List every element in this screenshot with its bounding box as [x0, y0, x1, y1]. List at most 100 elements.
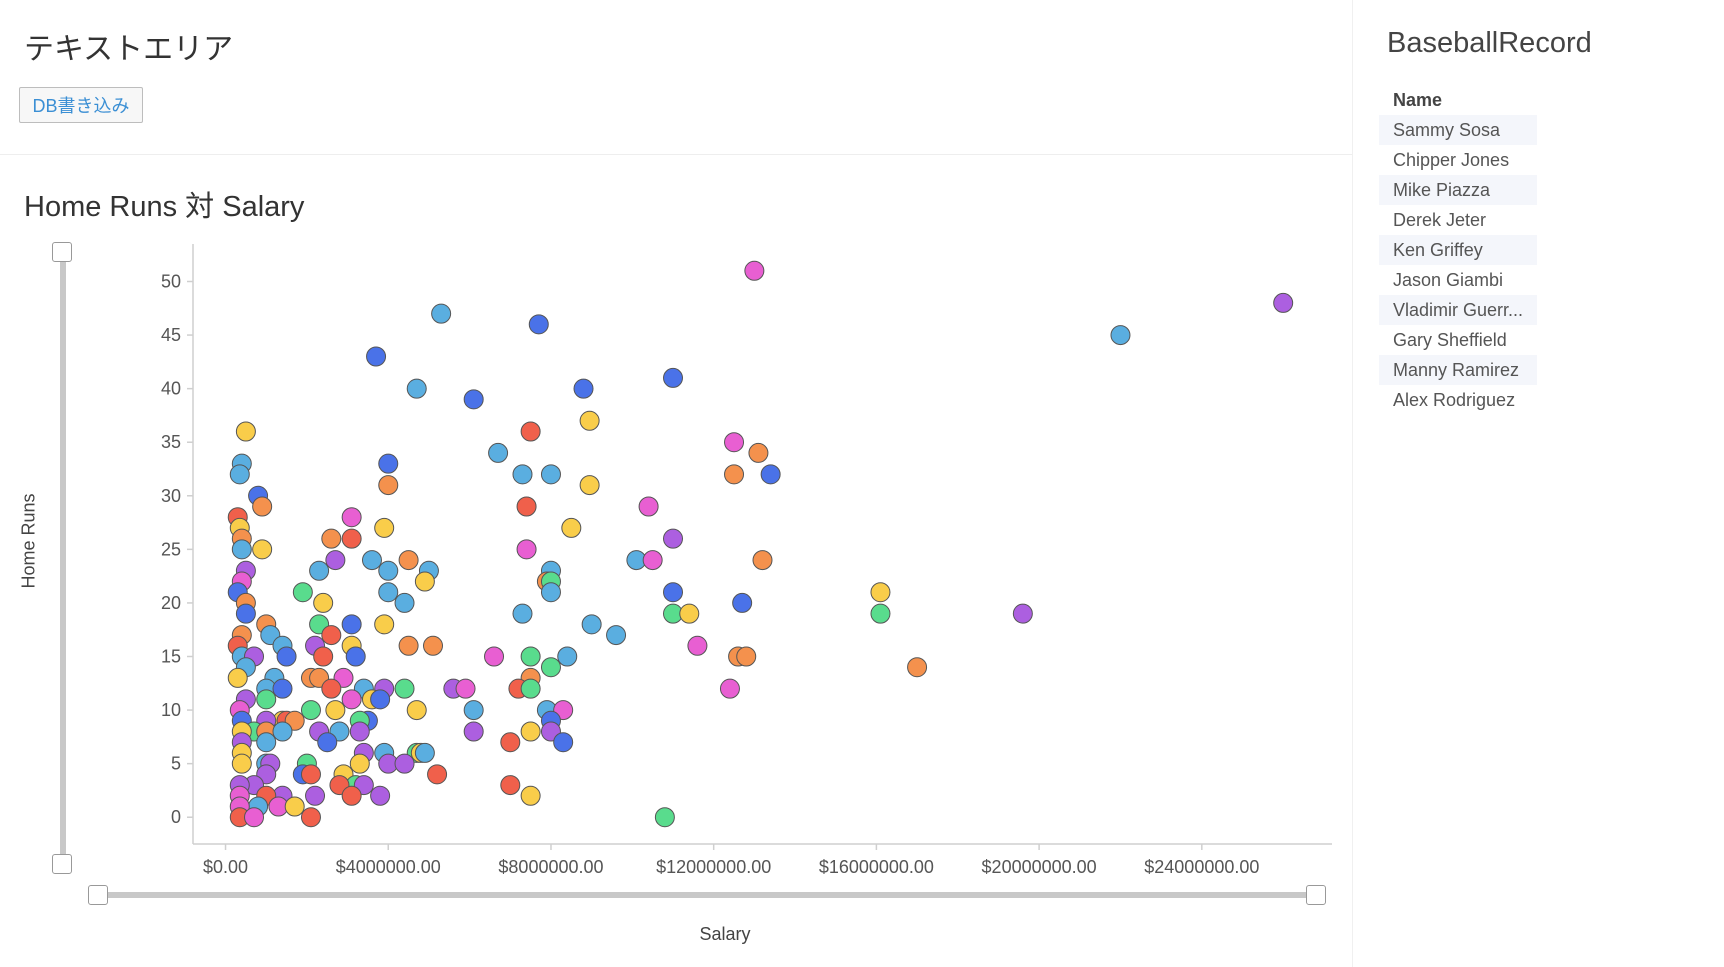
scatter-point[interactable]: [276, 646, 297, 667]
scatter-point[interactable]: [300, 807, 321, 828]
db-write-button[interactable]: DB書き込み: [19, 87, 143, 123]
scatter-point[interactable]: [431, 303, 452, 324]
list-item[interactable]: Vladimir Guerr...: [1379, 295, 1537, 325]
scatter-point[interactable]: [540, 582, 561, 603]
scatter-point[interactable]: [579, 475, 600, 496]
list-item[interactable]: Mike Piazza: [1379, 175, 1537, 205]
x-range-handle-right[interactable]: [1306, 885, 1326, 905]
scatter-point[interactable]: [292, 582, 313, 603]
scatter-point[interactable]: [744, 260, 765, 281]
scatter-point[interactable]: [512, 464, 533, 485]
scatter-point[interactable]: [455, 678, 476, 699]
scatter-point[interactable]: [1012, 603, 1033, 624]
scatter-point[interactable]: [423, 635, 444, 656]
scatter-point[interactable]: [724, 464, 745, 485]
scatter-point[interactable]: [752, 550, 773, 571]
scatter-point[interactable]: [374, 517, 395, 538]
scatter-point[interactable]: [1110, 325, 1131, 346]
scatter-point[interactable]: [325, 700, 346, 721]
scatter-point[interactable]: [229, 464, 250, 485]
scatter-point[interactable]: [736, 646, 757, 667]
list-item[interactable]: Chipper Jones: [1393, 150, 1510, 170]
scatter-point[interactable]: [414, 571, 435, 592]
scatter-point[interactable]: [256, 732, 277, 753]
scatter-point[interactable]: [256, 689, 277, 710]
scatter-point[interactable]: [370, 785, 391, 806]
scatter-point[interactable]: [907, 657, 928, 678]
scatter-point[interactable]: [520, 646, 541, 667]
scatter-point[interactable]: [870, 582, 891, 603]
scatter-point[interactable]: [252, 539, 273, 560]
scatter-point[interactable]: [663, 582, 684, 603]
scatter-point[interactable]: [528, 314, 549, 335]
scatter-point[interactable]: [719, 678, 740, 699]
scatter-point[interactable]: [679, 603, 700, 624]
scatter-point[interactable]: [573, 378, 594, 399]
scatter-point[interactable]: [663, 367, 684, 388]
list-item[interactable]: Alex Rodriguez: [1393, 390, 1516, 410]
scatter-point[interactable]: [512, 603, 533, 624]
scatter-point[interactable]: [321, 528, 342, 549]
scatter-point[interactable]: [378, 560, 399, 581]
x-range-handle-left[interactable]: [88, 885, 108, 905]
scatter-point[interactable]: [1273, 292, 1294, 313]
scatter-point[interactable]: [520, 785, 541, 806]
scatter-point[interactable]: [321, 625, 342, 646]
scatter-point[interactable]: [378, 582, 399, 603]
scatter-point[interactable]: [687, 635, 708, 656]
scatter-point[interactable]: [349, 753, 370, 774]
scatter-point[interactable]: [748, 442, 769, 463]
scatter-point[interactable]: [349, 721, 370, 742]
list-item[interactable]: Gary Sheffield: [1393, 330, 1507, 350]
scatter-point[interactable]: [557, 646, 578, 667]
scatter-point[interactable]: [516, 496, 537, 517]
scatter-point[interactable]: [309, 560, 330, 581]
list-item[interactable]: Derek Jeter: [1393, 210, 1487, 230]
scatter-point[interactable]: [463, 700, 484, 721]
scatter-point[interactable]: [235, 421, 256, 442]
scatter-point[interactable]: [317, 732, 338, 753]
scatter-point[interactable]: [663, 528, 684, 549]
scatter-point[interactable]: [398, 635, 419, 656]
scatter-point[interactable]: [398, 550, 419, 571]
scatter-point[interactable]: [341, 528, 362, 549]
scatter-point[interactable]: [313, 646, 334, 667]
scatter-point[interactable]: [561, 517, 582, 538]
scatter-point[interactable]: [341, 507, 362, 528]
scatter-point[interactable]: [500, 732, 521, 753]
scatter-point[interactable]: [374, 614, 395, 635]
scatter-point[interactable]: [313, 592, 334, 613]
scatter-point[interactable]: [341, 614, 362, 635]
scatter-point[interactable]: [540, 464, 561, 485]
scatter-point[interactable]: [300, 764, 321, 785]
scatter-point[interactable]: [500, 775, 521, 796]
scatter-point[interactable]: [345, 646, 366, 667]
scatter-point[interactable]: [553, 732, 574, 753]
scatter-point[interactable]: [520, 678, 541, 699]
scatter-point[interactable]: [394, 753, 415, 774]
scatter-point[interactable]: [361, 550, 382, 571]
scatter-point[interactable]: [231, 753, 252, 774]
scatter-point[interactable]: [638, 496, 659, 517]
scatter-point[interactable]: [520, 421, 541, 442]
y-range-slider-track[interactable]: [60, 252, 66, 864]
scatter-point[interactable]: [325, 550, 346, 571]
scatter-point[interactable]: [581, 614, 602, 635]
scatter-point[interactable]: [606, 625, 627, 646]
scatter-point[interactable]: [378, 453, 399, 474]
scatter-point[interactable]: [378, 475, 399, 496]
list-item[interactable]: Ken Griffey: [1379, 235, 1537, 265]
scatter-point[interactable]: [870, 603, 891, 624]
scatter-point[interactable]: [579, 410, 600, 431]
scatter-point[interactable]: [272, 678, 293, 699]
x-range-slider-track[interactable]: [99, 892, 1316, 898]
scatter-point[interactable]: [463, 389, 484, 410]
scatter-point[interactable]: [341, 689, 362, 710]
scatter-point[interactable]: [341, 785, 362, 806]
scatter-point[interactable]: [272, 721, 293, 742]
scatter-point[interactable]: [654, 807, 675, 828]
list-item[interactable]: Jason Giambi: [1393, 270, 1504, 290]
scatter-point[interactable]: [252, 496, 273, 517]
scatter-point[interactable]: [760, 464, 781, 485]
scatter-point[interactable]: [427, 764, 448, 785]
